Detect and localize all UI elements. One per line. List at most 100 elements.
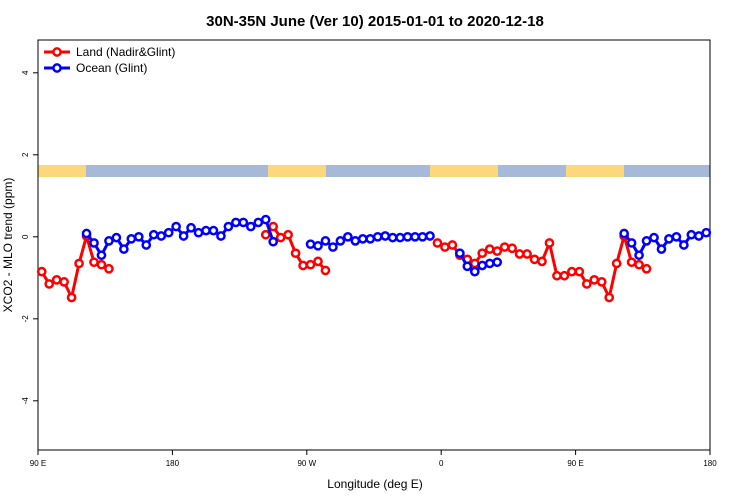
data-point (66, 292, 77, 303)
data-point (425, 231, 435, 241)
x-tick-label: 0 (439, 459, 444, 468)
data-point (290, 248, 301, 259)
data-point (402, 231, 413, 242)
data-point (410, 231, 420, 242)
data-point (111, 232, 122, 243)
y-tick-label: -4 (21, 397, 30, 405)
data-point (611, 258, 622, 269)
data-point (163, 227, 174, 238)
data-point (223, 221, 234, 232)
legend-label: Land (Nadir&Glint) (76, 45, 175, 59)
x-tick-label: 180 (703, 459, 717, 468)
data-point (275, 232, 286, 243)
data-point (484, 244, 495, 254)
data-point (298, 260, 308, 271)
x-tick-label: 90 E (30, 459, 46, 468)
data-point (440, 242, 450, 252)
data-point (283, 229, 293, 240)
data-point (507, 243, 517, 254)
legend-marker (52, 63, 62, 73)
data-point (171, 221, 181, 232)
data-point (477, 260, 488, 271)
data-point (96, 259, 107, 270)
data-point (469, 266, 480, 277)
data-point (350, 236, 361, 246)
data-point (126, 234, 137, 244)
land-ocean-strip (38, 165, 710, 177)
data-point (81, 228, 92, 239)
land-band (430, 165, 498, 177)
chart-title: 30N-35N June (Ver 10) 2015-01-01 to 2020… (206, 13, 544, 30)
data-point (238, 217, 249, 228)
data-point (178, 231, 189, 241)
data-point (260, 229, 271, 240)
data-point (89, 257, 99, 268)
data-point (581, 279, 592, 289)
data-point (537, 256, 547, 267)
data-point (574, 266, 585, 277)
data-point (567, 266, 577, 277)
x-tick-label: 180 (166, 459, 180, 468)
data-point (701, 227, 712, 238)
data-point (335, 236, 346, 246)
data-point (559, 270, 570, 281)
data-point (148, 229, 159, 240)
data-point (313, 256, 323, 267)
land-band (38, 165, 86, 177)
data-point (51, 275, 62, 285)
y-tick-label: 4 (21, 70, 30, 75)
x-axis-label: Longitude (deg E) (327, 477, 422, 491)
data-point (679, 240, 689, 250)
data-point (231, 217, 241, 228)
data-point (193, 227, 204, 238)
data-point (671, 231, 682, 242)
data-point (253, 217, 264, 228)
data-point (634, 250, 644, 261)
land-band (268, 165, 326, 177)
data-point (104, 236, 114, 246)
data-point (469, 258, 480, 269)
y-tick-label: 0 (21, 234, 30, 239)
legend-label: Ocean (Glint) (76, 61, 147, 75)
data-point (36, 266, 47, 277)
y-tick-label: 2 (21, 152, 30, 157)
data-point (96, 250, 107, 261)
data-point (387, 232, 398, 243)
data-point (268, 236, 279, 247)
data-point (641, 236, 652, 246)
data-point (656, 244, 667, 254)
data-point (492, 257, 503, 268)
plot-frame (37, 39, 711, 451)
data-point (201, 225, 211, 236)
data-point (320, 265, 331, 276)
data-point (133, 231, 144, 242)
data-point (208, 225, 219, 236)
ocean-band (38, 165, 710, 177)
data-point (268, 221, 279, 232)
data-point (357, 234, 368, 244)
land-band (566, 165, 624, 177)
x-tick-label: 90 W (297, 459, 316, 468)
data-point (462, 261, 473, 272)
data-point (74, 258, 84, 269)
data-point (589, 275, 600, 285)
data-point (305, 259, 316, 270)
data-point (104, 263, 114, 274)
data-point (89, 238, 99, 248)
data-point (686, 229, 697, 240)
data-point (484, 258, 495, 269)
x-tick-label: 90 E (567, 459, 583, 468)
data-point (552, 270, 562, 281)
data-point (455, 248, 465, 259)
legend-marker (52, 47, 62, 57)
data-point (432, 238, 443, 248)
data-point (619, 228, 629, 239)
data-point (119, 244, 129, 254)
data-point (544, 238, 555, 248)
data-point (328, 242, 338, 252)
data-point (320, 236, 331, 246)
data-point (634, 259, 644, 270)
data-point (260, 214, 271, 225)
data-point (380, 231, 391, 241)
